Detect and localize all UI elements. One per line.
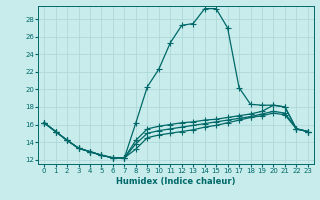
- X-axis label: Humidex (Indice chaleur): Humidex (Indice chaleur): [116, 177, 236, 186]
